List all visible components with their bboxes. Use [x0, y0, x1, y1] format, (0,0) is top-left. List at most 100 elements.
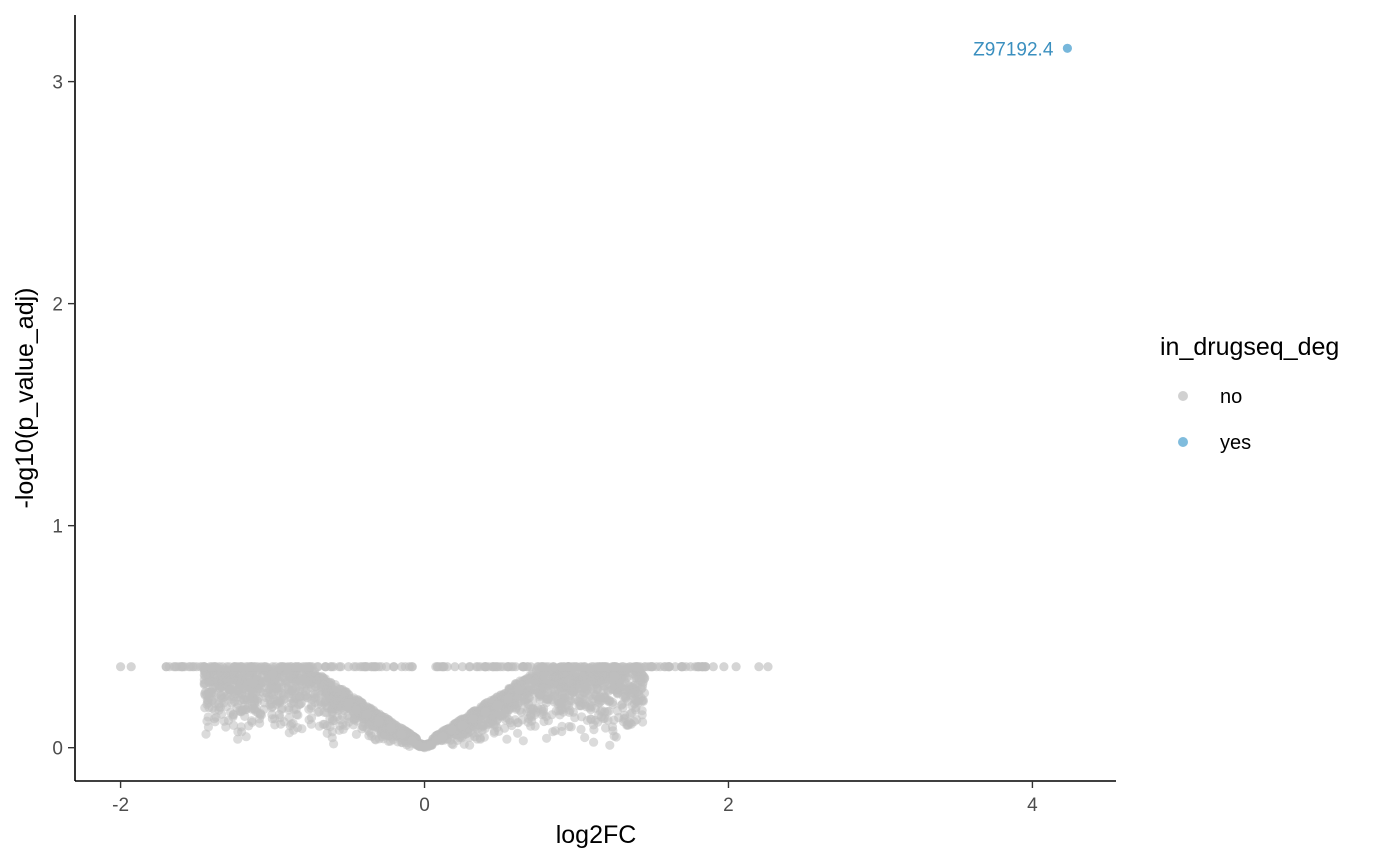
- data-point-no: [442, 662, 452, 672]
- cloud-point: [207, 687, 217, 698]
- legend-title: in_drugseq_deg: [1160, 333, 1339, 361]
- cloud-point: [327, 727, 337, 737]
- cloud-point: [214, 702, 224, 712]
- cloud-point: [329, 739, 339, 749]
- cloud-point: [284, 713, 294, 723]
- data-point-no: [731, 662, 741, 672]
- data-point-no: [245, 662, 255, 672]
- data-point-no: [541, 672, 551, 682]
- cloud-point: [581, 675, 592, 685]
- cloud-point: [625, 709, 635, 719]
- data-point-no: [617, 662, 627, 672]
- data-point-no: [594, 662, 604, 672]
- cloud-point: [255, 718, 265, 728]
- data-point-no: [708, 662, 718, 672]
- cloud-point: [631, 703, 641, 713]
- cloud-point: [632, 715, 642, 725]
- cloud-point: [617, 674, 627, 684]
- data-point-no: [678, 662, 688, 672]
- cloud-point: [259, 698, 270, 708]
- data-point-no: [268, 669, 278, 680]
- data-point-no: [306, 662, 316, 672]
- data-point-no: [663, 662, 673, 672]
- data-point-no: [488, 662, 498, 672]
- data-point-no: [564, 662, 574, 672]
- cloud-point: [604, 695, 614, 706]
- y-axis-ticks: 0 1 2 3: [52, 73, 75, 760]
- data-point-no: [492, 700, 503, 711]
- legend-label-yes: yes: [1220, 432, 1251, 454]
- cloud-point: [515, 705, 525, 715]
- cloud-point: [287, 685, 297, 696]
- cloud-point: [612, 706, 622, 716]
- legend-label-no: no: [1220, 386, 1242, 408]
- cloud-point: [327, 714, 338, 724]
- plot-area: -2 0 2 4 0 1 2 3 Z97192.4: [52, 15, 1116, 816]
- data-point-no: [374, 662, 384, 672]
- cloud-point: [520, 698, 530, 708]
- cloud-point: [494, 726, 504, 737]
- cloud-point: [249, 704, 259, 714]
- legend-key-no: [1178, 391, 1188, 401]
- cloud-point: [221, 722, 231, 732]
- data-point-no: [397, 662, 407, 672]
- data-point-no: [754, 662, 764, 672]
- data-point-no: [362, 709, 372, 720]
- data-point-no: [310, 689, 320, 700]
- data-point-no: [457, 720, 468, 731]
- cloud-point: [512, 718, 523, 728]
- data-point-no: [222, 662, 232, 672]
- data-point-no: [207, 662, 217, 672]
- cloud-point: [595, 697, 605, 708]
- point-annotation: Z97192.4: [973, 39, 1054, 60]
- cloud-point: [542, 733, 552, 743]
- data-point-no: [283, 662, 293, 672]
- data-point-no: [495, 662, 506, 672]
- cloud-point: [580, 732, 590, 743]
- data-point-no: [533, 662, 544, 672]
- cloud-point: [539, 704, 549, 714]
- cloud-point: [570, 713, 580, 723]
- data-point-no: [389, 662, 399, 672]
- data-point-no: [359, 662, 369, 672]
- y-tick-label: 3: [52, 73, 63, 94]
- x-axis-ticks: -2 0 2 4: [112, 781, 1038, 816]
- data-point-no: [351, 705, 361, 715]
- data-point-no: [321, 694, 331, 704]
- cloud-point: [322, 685, 332, 695]
- data-point-no: [511, 662, 521, 672]
- cloud-point: [525, 711, 535, 721]
- cloud-point: [595, 706, 606, 716]
- cloud-point: [543, 684, 553, 694]
- cloud-point: [634, 695, 644, 705]
- data-point-no: [632, 662, 642, 672]
- data-point-no: [192, 662, 202, 672]
- cloud-point: [589, 725, 599, 735]
- cloud-point: [228, 710, 238, 720]
- cloud-point: [216, 690, 226, 700]
- cloud-point: [603, 715, 613, 725]
- x-tick-label: 4: [1027, 795, 1038, 816]
- cloud-point: [232, 703, 242, 713]
- data-point-no: [470, 732, 480, 742]
- cloud-point: [306, 713, 317, 723]
- data-point-no: [480, 662, 490, 672]
- cloud-point: [241, 732, 251, 742]
- data-point-yes: [1062, 43, 1072, 53]
- cloud-point: [518, 736, 528, 746]
- data-point-no: [503, 662, 513, 672]
- data-point-no: [331, 683, 341, 693]
- data-point-no: [248, 678, 258, 688]
- data-point-no: [260, 662, 270, 672]
- data-point-no: [640, 662, 650, 672]
- data-point-no: [283, 669, 293, 680]
- cloud-point: [200, 689, 210, 699]
- cloud-point: [304, 704, 314, 714]
- cloud-point: [465, 740, 475, 750]
- y-tick-label: 2: [52, 295, 63, 316]
- data-point-no: [351, 662, 361, 672]
- data-point-no: [230, 662, 240, 672]
- cloud-point: [306, 719, 316, 729]
- data-point-no: [435, 662, 445, 672]
